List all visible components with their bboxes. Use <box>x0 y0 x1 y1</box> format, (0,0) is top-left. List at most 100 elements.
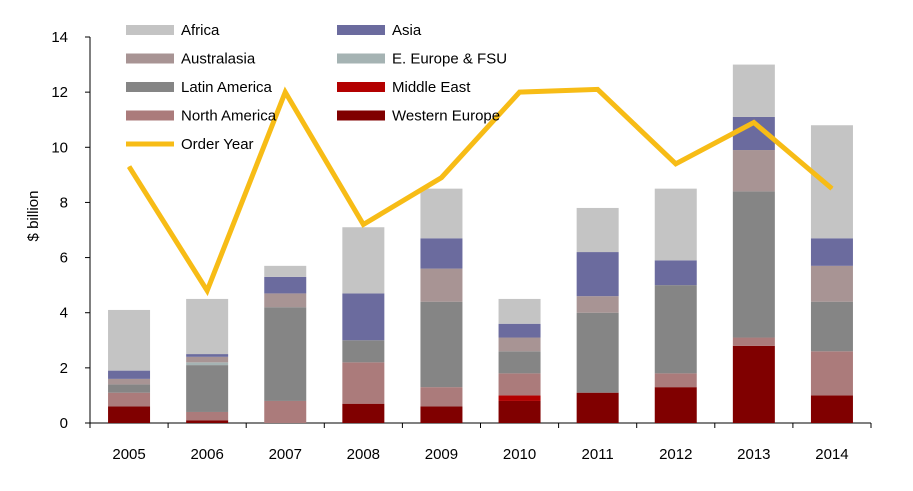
legend-label: Order Year <box>181 136 254 153</box>
bar-asia-2010 <box>498 323 541 338</box>
y-tick-label: 2 <box>60 360 68 377</box>
y-tick-label: 10 <box>51 139 68 156</box>
order-year-line-layer <box>126 86 834 297</box>
y-tick-label: 14 <box>51 29 68 46</box>
legend-label: Latin America <box>181 79 273 96</box>
bar-australasia-2011 <box>576 296 619 313</box>
bar-africa-2007 <box>264 265 307 277</box>
bar-latin-america-2008 <box>342 340 385 363</box>
legend-swatch <box>337 82 385 92</box>
bar-asia-2009 <box>420 238 463 269</box>
order-year-point-2006 <box>206 290 208 292</box>
bar-middle-east-2010 <box>498 395 541 401</box>
bar-australasia-2013 <box>732 150 775 192</box>
y-tick-label: 0 <box>60 415 68 432</box>
legend-item-western-europe: Western Europe <box>337 108 500 125</box>
bar-africa-2008 <box>342 227 385 294</box>
legend-swatch <box>126 25 174 35</box>
bar-western-europe-2006 <box>186 420 229 423</box>
bar-africa-2012 <box>654 188 697 261</box>
bar-latin-america-2005 <box>108 384 151 393</box>
bar-latin-america-2012 <box>654 285 697 374</box>
x-tick-label: 2006 <box>190 446 223 463</box>
x-tick-label: 2012 <box>659 446 692 463</box>
bar-north-america-2005 <box>108 392 151 407</box>
bar-north-america-2008 <box>342 362 385 404</box>
legend-label: Australasia <box>181 51 256 68</box>
x-tick-label: 2014 <box>815 446 848 463</box>
bar-asia-2014 <box>810 238 853 266</box>
y-tick-label: 8 <box>60 194 68 211</box>
order-year-point-2005 <box>128 166 130 168</box>
bar-western-europe-2012 <box>654 387 697 423</box>
bar-africa-2013 <box>732 64 775 117</box>
legend-label: E. Europe & FSU <box>392 51 507 68</box>
bar-latin-america-2009 <box>420 301 463 388</box>
bar-africa-2006 <box>186 298 229 355</box>
bar-australasia-2009 <box>420 268 463 302</box>
bar-asia-2011 <box>576 252 619 297</box>
order-year-point-2013 <box>753 121 755 123</box>
bar-australasia-2014 <box>810 265 853 302</box>
order-year-point-2007 <box>284 91 286 93</box>
legend-item-order-year: Order Year <box>126 136 254 153</box>
legend-swatch <box>126 53 174 64</box>
legend-item-north-america: North America <box>126 108 277 125</box>
legend: Africa Asia Australasia E. Europe & FSU Lati… <box>126 22 507 153</box>
bar-australasia-2010 <box>498 337 541 352</box>
legend-item-middle-east: Middle East <box>337 79 471 96</box>
bar-north-america-2010 <box>498 373 541 396</box>
bar-latin-america-2006 <box>186 365 229 412</box>
bar-australasia-2007 <box>264 293 307 308</box>
legend-item-latin-america: Latin America <box>126 79 273 96</box>
legend-swatch <box>337 53 385 64</box>
x-tick-label: 2008 <box>347 446 380 463</box>
legend-swatch <box>126 82 174 92</box>
legend-label: Western Europe <box>392 108 500 125</box>
y-tick-label: 6 <box>60 250 68 267</box>
legend-item-e-europe-fsu: E. Europe & FSU <box>337 51 507 68</box>
bar-asia-2006 <box>186 354 229 357</box>
bar-australasia-2006 <box>186 356 229 363</box>
legend-item-asia: Asia <box>337 22 422 39</box>
bar-western-europe-2014 <box>810 395 853 423</box>
bar-asia-2008 <box>342 293 385 341</box>
bar-western-europe-2010 <box>498 400 541 423</box>
bar-asia-2005 <box>108 370 151 379</box>
bar-asia-2012 <box>654 260 697 286</box>
axes: 0 2 4 6 8 10 12 14 2005 2006 2007 2008 2009 2010 2011 2… <box>51 29 872 463</box>
bar-asia-2007 <box>264 276 307 294</box>
bar-latin-america-2007 <box>264 307 307 401</box>
bar-latin-america-2010 <box>498 351 541 374</box>
legend-swatch <box>126 110 174 121</box>
x-tick-label: 2007 <box>269 446 302 463</box>
bar-western-europe-2005 <box>108 406 151 423</box>
bar-north-america-2006 <box>186 411 229 421</box>
bar-africa-2010 <box>498 298 541 324</box>
bar-australasia-2005 <box>108 378 151 385</box>
bar-africa-2005 <box>108 309 151 371</box>
bar-western-europe-2008 <box>342 403 385 423</box>
bar-western-europe-2013 <box>732 345 775 423</box>
x-tick-label: 2009 <box>425 446 458 463</box>
bar-latin-america-2013 <box>732 191 775 338</box>
bar-western-europe-2011 <box>576 392 619 423</box>
y-tick-label: 12 <box>51 84 68 101</box>
bar-north-america-2013 <box>732 337 775 346</box>
bar-latin-america-2014 <box>810 301 853 352</box>
order-year-line <box>126 86 834 297</box>
bar-e-europe-fsu-2006 <box>186 362 229 366</box>
bar-latin-america-2011 <box>576 312 619 393</box>
legend-label: Middle East <box>392 79 471 96</box>
order-year-point-2012 <box>675 163 677 165</box>
legend-label: Asia <box>392 22 422 39</box>
bar-north-america-2007 <box>264 400 307 423</box>
y-axis-label: $ billion <box>25 191 42 242</box>
y-tick-label: 4 <box>60 305 68 322</box>
legend-item-australasia: Australasia <box>126 51 256 68</box>
bar-africa-2014 <box>810 125 853 239</box>
bar-north-america-2014 <box>810 351 853 396</box>
x-tick-label: 2013 <box>737 446 770 463</box>
bar-stacks <box>108 64 853 423</box>
